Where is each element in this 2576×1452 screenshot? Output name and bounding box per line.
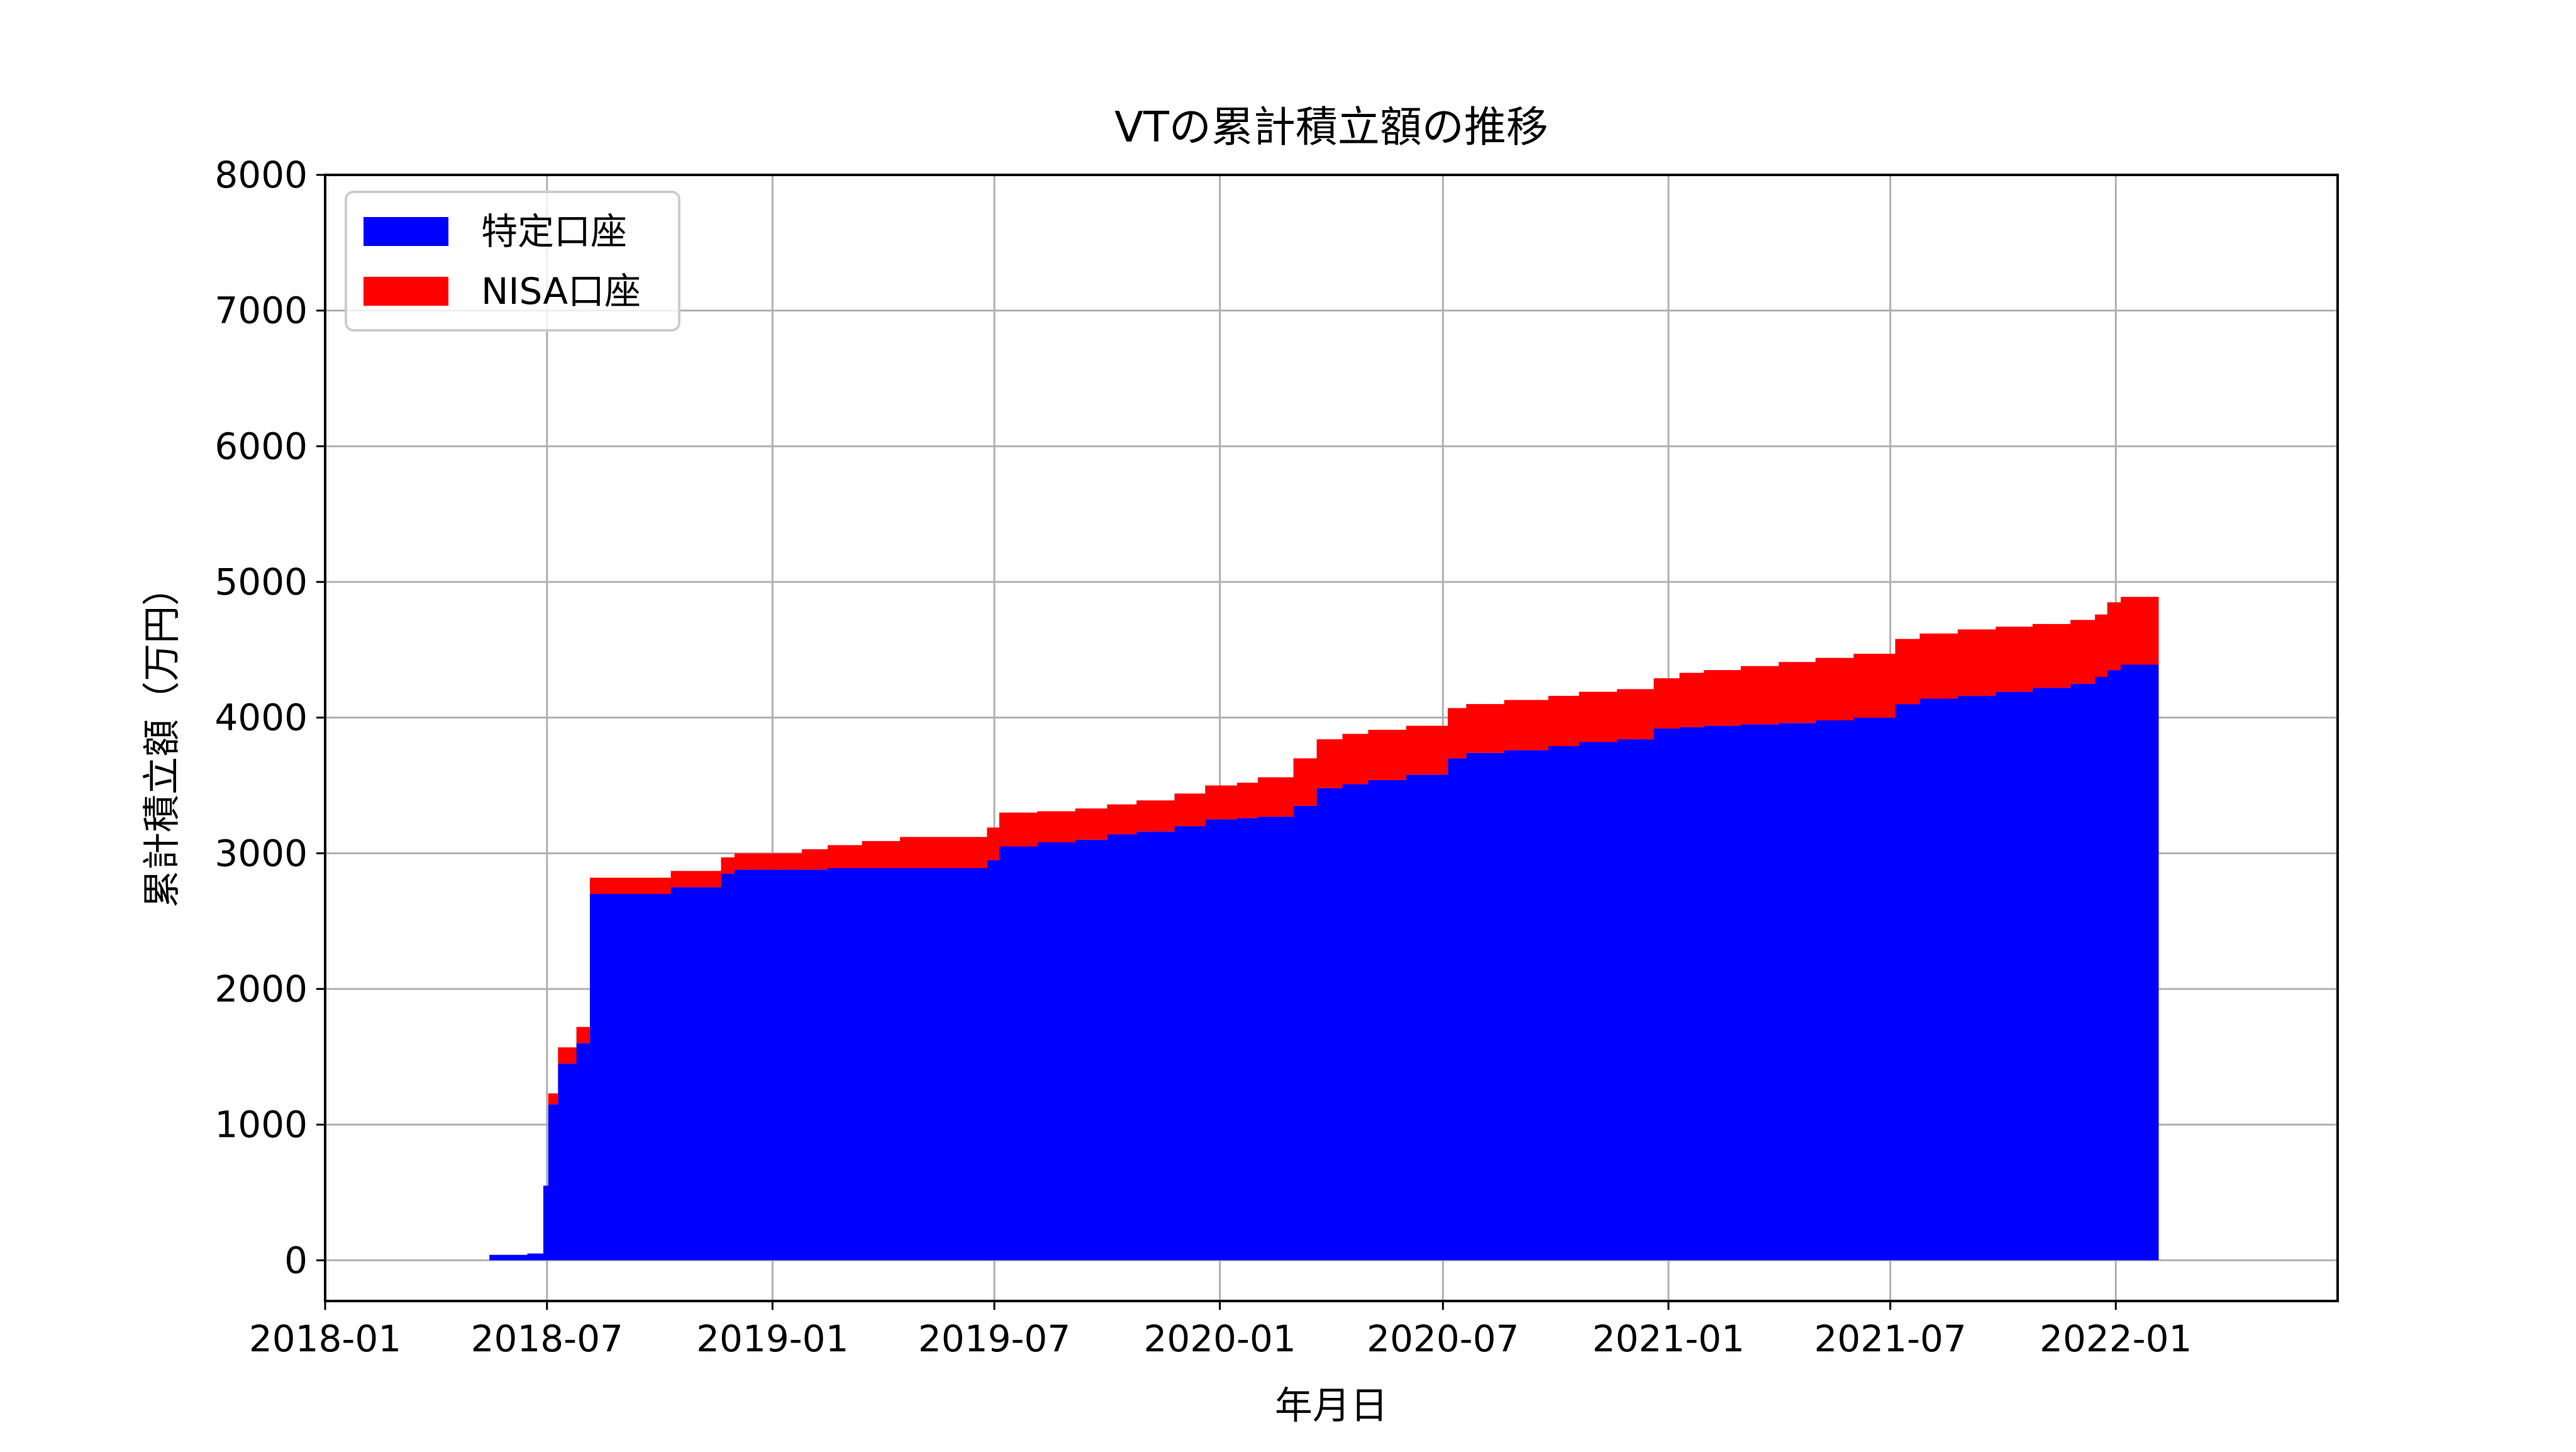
series-area-1	[489, 596, 2159, 1255]
legend-swatch-tokutei	[364, 217, 448, 246]
legend-label-tokutei: 特定口座	[481, 210, 627, 253]
x-tick-label: 2022-01	[2040, 1317, 2192, 1360]
x-tick-label: 2021-01	[1592, 1317, 1745, 1360]
y-tick-label: 1000	[214, 1103, 308, 1146]
legend: 特定口座 NISA口座	[345, 191, 680, 332]
y-tick-label: 4000	[214, 696, 308, 739]
x-tick-label: 2021-07	[1814, 1317, 1967, 1360]
y-tick-label: 3000	[214, 832, 308, 874]
y-axis-label: 累計積立額（万円）	[140, 568, 184, 908]
y-tick-label: 8000	[214, 154, 308, 196]
legend-label-nisa: NISA口座	[481, 270, 641, 313]
x-axis-label: 年月日	[1275, 1384, 1388, 1428]
y-tick-label: 7000	[214, 289, 308, 332]
y-tick-label: 5000	[214, 561, 308, 603]
axis-ticks: 2018-01 2018-07 2019-01 2019-07 2020-01 2020-…	[214, 154, 2192, 1360]
stacked-areas	[489, 596, 2159, 1261]
y-tick-label: 2000	[214, 968, 308, 1010]
x-tick-label: 2018-01	[249, 1317, 401, 1360]
y-tick-label: 0	[284, 1239, 308, 1282]
chart-title: VTの累計積立額の推移	[1114, 103, 1548, 152]
series-area-0	[489, 664, 2159, 1261]
x-tick-label: 2019-01	[696, 1317, 848, 1360]
legend-swatch-nisa	[364, 277, 448, 306]
x-tick-label: 2018-07	[471, 1317, 623, 1360]
y-tick-label: 6000	[214, 425, 308, 467]
plot-frame	[324, 174, 2339, 1302]
x-tick-label: 2020-07	[1367, 1317, 1519, 1360]
x-tick-label: 2019-07	[918, 1317, 1070, 1360]
x-tick-label: 2020-01	[1143, 1317, 1296, 1360]
